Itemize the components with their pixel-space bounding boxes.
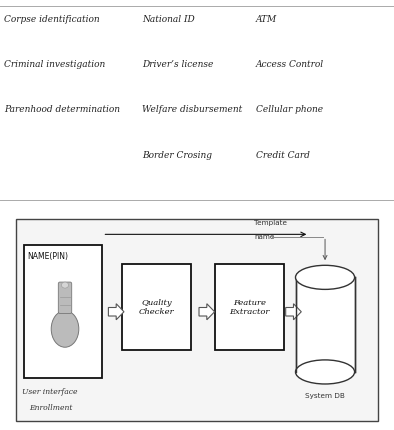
Text: Criminal investigation: Criminal investigation [4, 60, 105, 69]
Text: Template: Template [254, 220, 287, 226]
Text: Feature
Extractor: Feature Extractor [229, 299, 269, 316]
Text: Cellular phone: Cellular phone [256, 105, 323, 114]
Polygon shape [199, 304, 215, 320]
Text: name: name [254, 234, 275, 240]
Bar [122, 264, 191, 350]
Text: Welfare disbursement: Welfare disbursement [142, 105, 242, 114]
Text: National ID: National ID [142, 15, 195, 24]
Text: User interface: User interface [22, 388, 77, 396]
Text: Corpse identification: Corpse identification [4, 15, 100, 24]
Text: Access Control: Access Control [256, 60, 324, 69]
Text: NAME(PIN): NAME(PIN) [28, 252, 69, 261]
Bar [24, 245, 102, 378]
Bar [296, 277, 355, 372]
Text: Quality
Checker: Quality Checker [139, 299, 175, 316]
Text: System DB: System DB [305, 393, 345, 399]
Ellipse shape [296, 360, 355, 384]
Polygon shape [286, 304, 301, 320]
Text: Driver’s license: Driver’s license [142, 60, 213, 69]
Ellipse shape [51, 310, 79, 347]
Text: Credit Card: Credit Card [256, 150, 310, 160]
FancyBboxPatch shape [58, 282, 72, 313]
Ellipse shape [61, 282, 69, 288]
Ellipse shape [296, 265, 355, 289]
Text: ATM: ATM [256, 15, 277, 24]
Text: Enrollment: Enrollment [30, 404, 73, 412]
Text: Parenhood determination: Parenhood determination [4, 105, 120, 114]
Text: Border Crosing: Border Crosing [142, 150, 212, 160]
Bar [16, 219, 378, 421]
Polygon shape [108, 304, 124, 320]
Bar [215, 264, 284, 350]
